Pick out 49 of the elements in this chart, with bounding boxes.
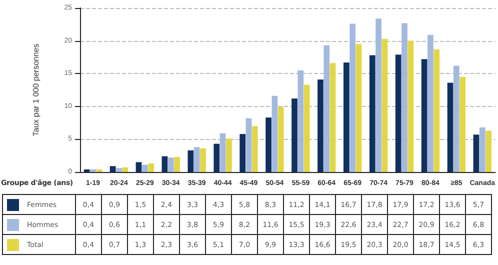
bar bbox=[200, 148, 206, 172]
bar bbox=[272, 96, 278, 172]
bar bbox=[369, 55, 376, 172]
y-axis-title: Taux par 1 000 personnes bbox=[32, 44, 40, 136]
bar bbox=[96, 169, 102, 172]
bar bbox=[479, 127, 486, 172]
bar bbox=[194, 147, 200, 172]
bar bbox=[304, 84, 310, 172]
bar bbox=[148, 163, 154, 172]
bar bbox=[292, 98, 298, 172]
bar bbox=[460, 76, 466, 172]
bar bbox=[246, 118, 252, 172]
bar bbox=[486, 130, 492, 172]
bar bbox=[402, 23, 408, 172]
bar bbox=[266, 118, 272, 172]
bar bbox=[174, 156, 180, 172]
bar bbox=[376, 18, 382, 172]
bar bbox=[122, 167, 128, 172]
bar bbox=[240, 134, 246, 172]
bar bbox=[226, 138, 232, 172]
bar bbox=[382, 38, 388, 172]
bar bbox=[356, 44, 362, 172]
bar bbox=[473, 134, 480, 172]
bar bbox=[324, 45, 330, 172]
bar bbox=[350, 24, 356, 172]
bar bbox=[84, 169, 90, 172]
bar bbox=[252, 126, 258, 172]
bar bbox=[421, 59, 428, 172]
bar bbox=[142, 164, 148, 172]
bar bbox=[168, 158, 174, 172]
bar bbox=[298, 70, 304, 172]
bar bbox=[278, 107, 284, 172]
bar bbox=[318, 80, 324, 172]
bar bbox=[136, 162, 142, 172]
bar bbox=[395, 54, 402, 172]
bar bbox=[330, 63, 336, 172]
bar bbox=[434, 49, 440, 172]
bar bbox=[110, 166, 116, 172]
bar bbox=[90, 169, 96, 172]
bar bbox=[428, 34, 434, 172]
bar bbox=[408, 40, 414, 172]
bar bbox=[447, 82, 454, 172]
bar bbox=[214, 144, 220, 172]
bar bbox=[220, 133, 226, 172]
bar bbox=[453, 66, 460, 172]
bar bbox=[116, 168, 122, 172]
bar bbox=[188, 150, 194, 172]
bar bbox=[162, 156, 168, 172]
bar bbox=[343, 62, 350, 172]
